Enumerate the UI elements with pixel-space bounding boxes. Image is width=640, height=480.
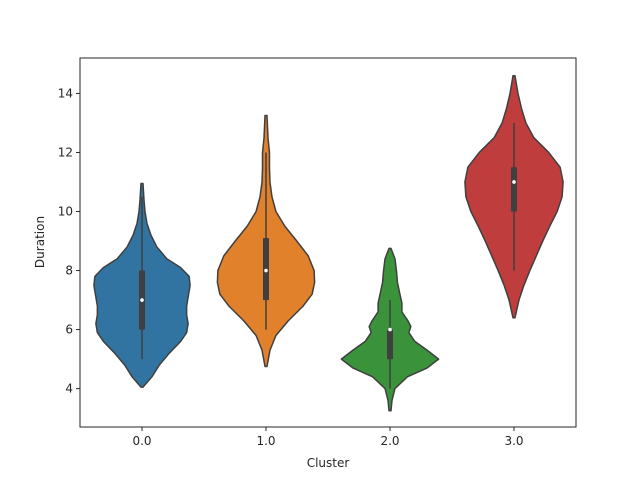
x-tick-label: 1.0 xyxy=(256,434,275,448)
y-tick-label: 4 xyxy=(65,382,73,396)
violin-iqr-box xyxy=(511,167,517,212)
violin-median-dot xyxy=(512,180,516,184)
ticks-layer: 4 6 8 10 12 14 0.0 1.0 2.0 3.0 xyxy=(58,86,524,448)
violin-0.0 xyxy=(93,182,191,388)
plot-area-frame xyxy=(79,57,577,428)
violin-median-dot xyxy=(388,327,392,332)
violins-layer xyxy=(93,74,564,412)
x-tick-label: 0.0 xyxy=(132,434,151,448)
violin-iqr-box xyxy=(387,329,393,360)
x-tick-label: 3.0 xyxy=(504,434,523,448)
y-tick-label: 14 xyxy=(58,86,73,100)
violin-3.0 xyxy=(464,74,564,319)
x-axis-label: Cluster xyxy=(307,456,350,470)
y-tick-label: 10 xyxy=(58,205,73,219)
y-axis-label: Duration xyxy=(33,216,47,268)
y-tick-label: 6 xyxy=(65,323,73,337)
violin-2.0 xyxy=(340,247,440,412)
violin-median-dot xyxy=(140,298,144,302)
x-tick-label: 2.0 xyxy=(380,434,399,448)
y-tick-label: 12 xyxy=(58,145,73,159)
y-tick-label: 8 xyxy=(65,264,73,278)
violin-1.0 xyxy=(216,114,316,368)
violin-median-dot xyxy=(264,268,268,273)
